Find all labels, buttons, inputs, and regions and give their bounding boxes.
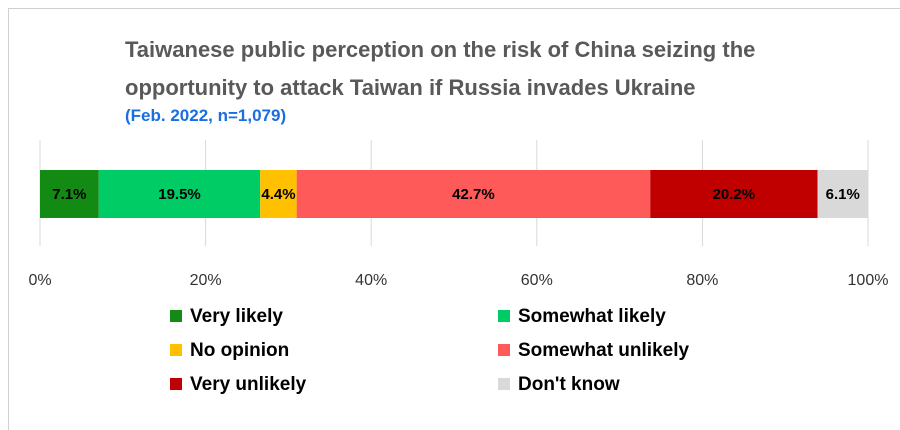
x-tick-label: 80% [686,272,718,289]
bar-segment [260,170,297,218]
legend-label: Very unlikely [190,374,307,395]
legend-swatch [498,344,510,356]
data-label: 7.1% [52,186,86,203]
data-label: 4.4% [261,186,295,203]
bar-segment [650,170,818,218]
legend-label: Don't know [518,374,620,395]
legend-swatch [170,344,182,356]
data-label: 42.7% [452,186,495,203]
legend-label: Very likely [190,306,283,327]
bar-segment [817,170,868,218]
data-label: 20.2% [713,186,756,203]
legend-swatch [498,310,510,322]
data-label: 6.1% [826,186,860,203]
x-tick-label: 0% [28,272,51,289]
legend-swatch [170,378,182,390]
chart-title: Taiwanese public perception on the risk … [125,37,756,100]
x-tick-label: 20% [190,272,222,289]
legend-swatch [498,378,510,390]
bar-segment [98,170,261,218]
x-tick-label: 100% [848,272,889,289]
legend-label: No opinion [190,340,289,361]
x-tick-label: 40% [355,272,387,289]
chart-subtitle: (Feb. 2022, n=1,079) [125,106,287,125]
legend-label: Somewhat likely [518,306,666,327]
legend-label: Somewhat unlikely [518,340,689,361]
bar-segment [296,170,651,218]
data-label: 19.5% [158,186,201,203]
legend-swatch [170,310,182,322]
x-tick-label: 60% [521,272,553,289]
bar-segment [40,170,99,218]
